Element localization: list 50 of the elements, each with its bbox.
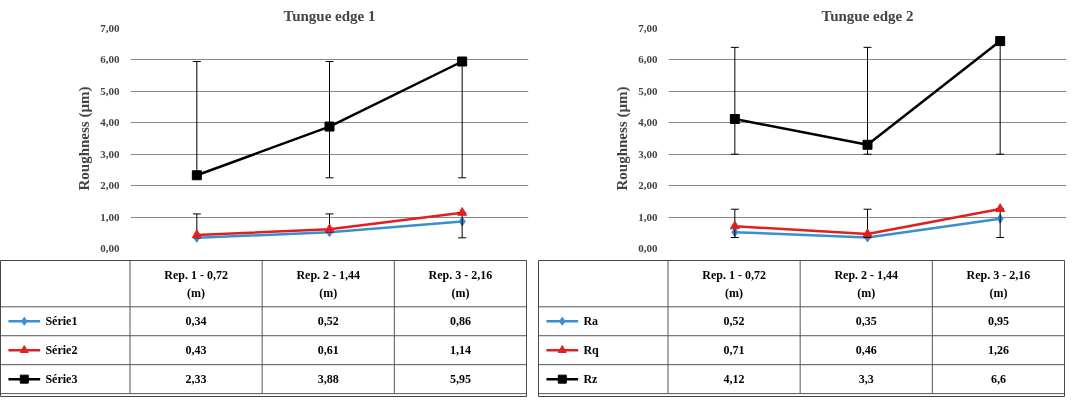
data-label: 0,52 (317, 314, 339, 329)
y-tick-label: 6,00 (100, 53, 120, 66)
category-label: Rep. 2 - 1,44 (m) (834, 267, 899, 300)
data-label: 0,35 (855, 314, 877, 329)
y-tick-label: 1,00 (638, 210, 658, 223)
legend-label: Série3 (45, 372, 78, 387)
category-label: Rep. 1 - 0,72 (m) (164, 267, 228, 300)
data-label: 0,46 (855, 343, 877, 358)
data-label: 0,52 (723, 314, 745, 329)
y-tick-label: 3,00 (638, 147, 658, 160)
category-label: Rep. 3 - 2,16 (m) (966, 267, 1031, 300)
data-label: 1,26 (987, 343, 1009, 358)
category-label: Rep. 3 - 2,16 (m) (428, 267, 493, 300)
y-tick-label: 7,00 (638, 22, 658, 34)
legend-label: Série1 (45, 314, 78, 329)
chart-title: Tungue edge 1 (283, 7, 376, 24)
y-tick-label: 2,00 (100, 179, 120, 192)
data-label: 6,6 (990, 372, 1006, 387)
y-tick-label: 6,00 (638, 53, 658, 66)
data-label: 0,95 (987, 314, 1009, 329)
y-tick-label: 1,00 (100, 210, 120, 223)
y-tick-label: 4,00 (638, 116, 658, 129)
data-label: 0,71 (723, 343, 745, 358)
y-tick-label: 7,00 (100, 22, 120, 34)
y-tick-label: 0,00 (638, 242, 658, 254)
data-label: 4,12 (723, 372, 745, 387)
data-label: 0,34 (185, 314, 207, 329)
y-tick-label: 5,00 (638, 84, 658, 97)
data-label: 0,43 (185, 343, 207, 358)
y-tick-label: 4,00 (100, 116, 120, 129)
data-label: 0,61 (317, 343, 339, 358)
data-label: 0,86 (449, 314, 471, 329)
data-label: 1,14 (449, 343, 471, 358)
data-label: 3,88 (317, 372, 339, 387)
legend-label: Rz (583, 372, 599, 387)
category-label: Rep. 1 - 0,72 (m) (702, 267, 766, 300)
y-axis-title: Roughness (µm) (76, 86, 94, 191)
y-tick-label: 3,00 (100, 147, 120, 160)
data-label: 3,3 (858, 372, 874, 387)
y-axis-title: Roughness (µm) (614, 86, 632, 191)
legend-label: Série2 (45, 343, 78, 358)
legend-label: Ra (583, 314, 599, 329)
category-label: Rep. 2 - 1,44 (m) (296, 267, 361, 300)
chart-title: Tungue edge 2 (821, 7, 914, 24)
y-tick-label: 2,00 (638, 179, 658, 192)
y-tick-label: 0,00 (100, 242, 120, 254)
y-tick-label: 5,00 (100, 84, 120, 97)
legend-label: Rq (583, 343, 600, 358)
data-label: 2,33 (185, 372, 207, 387)
data-label: 5,95 (449, 372, 471, 387)
